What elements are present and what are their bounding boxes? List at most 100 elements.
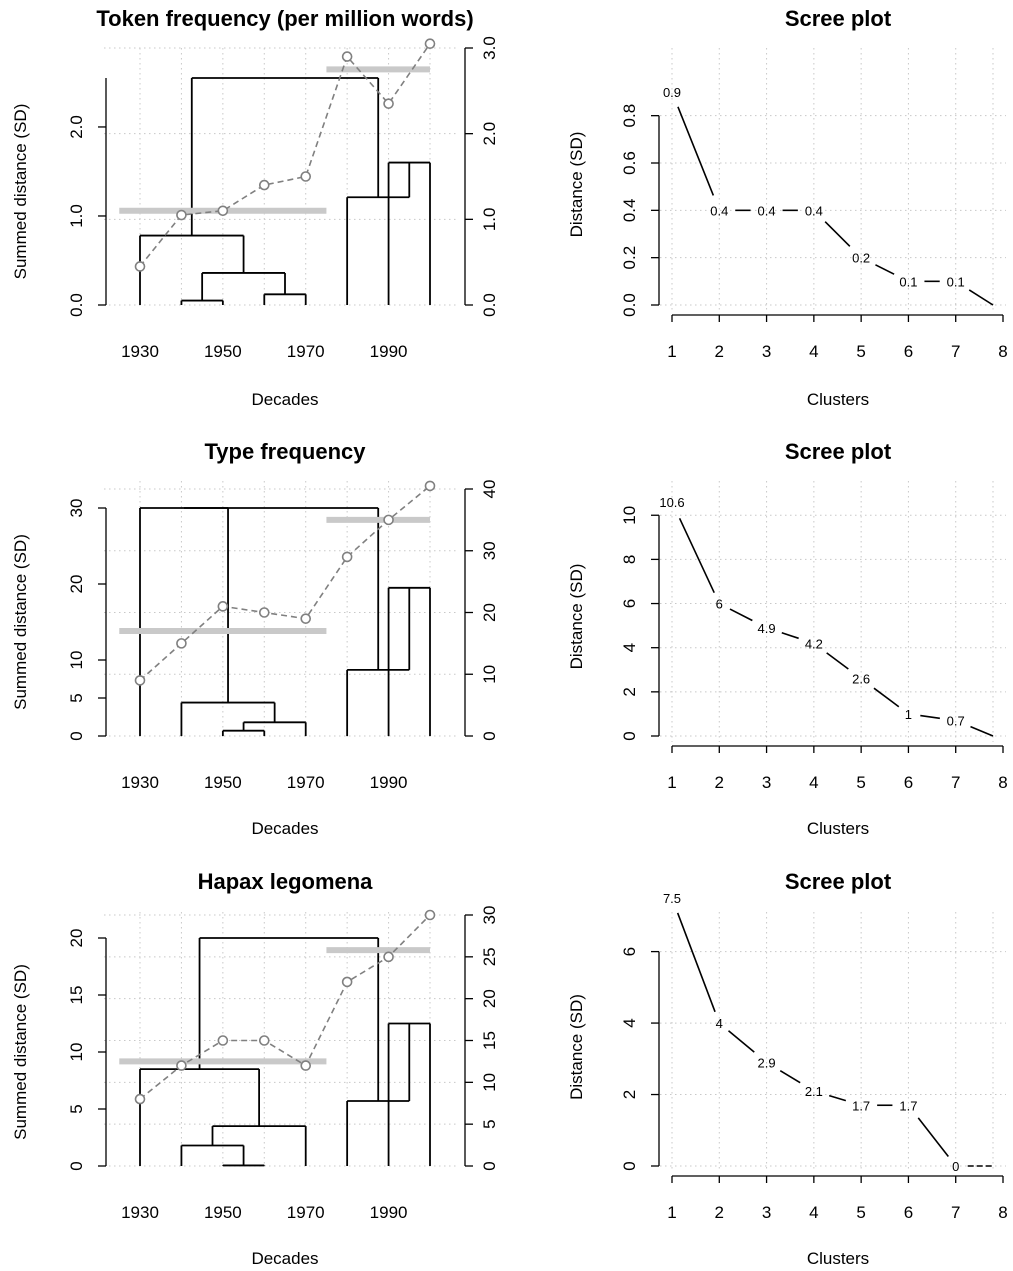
scree-segment — [779, 1069, 801, 1084]
x-tick-label: 1930 — [121, 342, 159, 361]
chart-title: Scree plot — [785, 869, 892, 894]
series-point — [383, 514, 394, 526]
y-tick-label: 0.6 — [620, 151, 639, 175]
series-point — [134, 1093, 146, 1105]
x-tick-label: 1970 — [287, 1203, 325, 1222]
x-axis-label: Clusters — [807, 819, 869, 838]
series-point — [217, 1035, 229, 1046]
x-tick-label: 1990 — [370, 1203, 408, 1222]
data-label: 1 — [905, 707, 912, 722]
y-tick-label-left: 15 — [67, 986, 86, 1005]
y-tick-label-left: 20 — [67, 575, 86, 594]
y-tick-label-right: 25 — [480, 947, 499, 966]
series-point — [176, 638, 187, 649]
series-point — [258, 179, 270, 191]
y-tick-label-right: 20 — [480, 989, 499, 1008]
x-tick-label: 1 — [667, 773, 676, 792]
y-tick-label-right: 1.0 — [480, 208, 499, 232]
data-label: 0 — [952, 1159, 959, 1174]
x-tick-label: 7 — [951, 342, 960, 361]
data-label: 0.1 — [947, 274, 965, 289]
scree-segment — [677, 106, 715, 196]
y-tick-label-left: 0 — [67, 731, 86, 740]
y-tick-label: 0.8 — [620, 104, 639, 128]
y-axis-label: Summed distance (SD) — [11, 534, 30, 710]
dendrogram-merge — [263, 293, 307, 305]
series-point — [424, 38, 436, 50]
x-tick-label: 1970 — [287, 342, 325, 361]
data-label: 4 — [716, 1016, 723, 1031]
data-label: 0.4 — [710, 203, 728, 218]
x-tick-label: 3 — [762, 1203, 771, 1222]
y-axis-label: Summed distance (SD) — [11, 964, 30, 1140]
scree-segment — [729, 608, 753, 622]
data-label: 0.7 — [947, 714, 965, 729]
y-tick-label: 0 — [620, 731, 639, 740]
chart-title: Hapax legomena — [198, 869, 374, 894]
series-point — [217, 205, 229, 217]
y-tick-label-right: 2.0 — [480, 122, 499, 146]
y-axis-label: Distance (SD) — [567, 564, 586, 670]
scree-segment — [968, 289, 994, 306]
scree-panel: Scree plot 0.0 0.2 0.4 0.6 0.8 Distance (SD) 1 2… — [567, 6, 1008, 409]
dendrogram-merge — [180, 299, 224, 305]
y-tick-label-left: 30 — [67, 499, 86, 518]
y-tick-label: 0 — [620, 1161, 639, 1170]
x-tick-label: 6 — [904, 342, 913, 361]
x-axis-label: Decades — [251, 819, 318, 838]
x-tick-label: 5 — [856, 1203, 865, 1222]
scree-segment — [970, 725, 994, 737]
y-tick-label-right: 20 — [480, 603, 499, 622]
data-label: 0.4 — [805, 203, 823, 218]
y-axis-label: Summed distance (SD) — [11, 104, 30, 280]
scree-segment — [920, 714, 940, 720]
data-label: 10.6 — [659, 495, 684, 510]
x-tick-label: 1990 — [370, 342, 408, 361]
series-line — [139, 914, 431, 1100]
chart-title: Scree plot — [785, 439, 892, 464]
series-point — [424, 909, 436, 921]
series-point — [134, 261, 146, 272]
series-point — [176, 209, 187, 221]
x-tick-label: 7 — [951, 773, 960, 792]
series-point — [424, 480, 436, 492]
dendrogram-panel: Type frequency 0 5 10 20 30 Summed distance (S… — [11, 439, 499, 838]
y-tick-label-right: 40 — [480, 480, 499, 499]
y-tick-label-right: 3.0 — [480, 36, 499, 60]
x-tick-label: 5 — [856, 773, 865, 792]
series-point — [258, 1035, 270, 1046]
series-line — [139, 485, 431, 682]
x-axis-label: Decades — [251, 390, 318, 409]
y-tick-label-right: 30 — [480, 541, 499, 560]
y-tick-label-left: 10 — [67, 651, 86, 670]
dendrogram-panel: Hapax legomena 0 5 10 15 20 Summed distance (S… — [11, 869, 499, 1268]
y-tick-label-left: 10 — [67, 1043, 86, 1062]
dendrogram-merge — [242, 721, 307, 736]
x-axis-label: Clusters — [807, 1249, 869, 1268]
x-tick-label: 4 — [809, 1203, 818, 1222]
x-tick-label: 1930 — [121, 773, 159, 792]
y-tick-label: 6 — [620, 599, 639, 608]
x-axis-label: Decades — [251, 1249, 318, 1268]
data-label: 2.1 — [805, 1084, 823, 1099]
y-tick-label-left: 20 — [67, 929, 86, 948]
series-point — [258, 607, 270, 618]
x-tick-label: 1950 — [204, 342, 242, 361]
scree-segment — [875, 264, 895, 275]
series-point — [383, 98, 394, 109]
scree-segment — [676, 912, 716, 1013]
data-label: 0.9 — [663, 85, 681, 100]
x-axis-label: Clusters — [807, 390, 869, 409]
x-tick-label: 3 — [762, 773, 771, 792]
y-tick-label-left: 2.0 — [67, 115, 86, 139]
y-tick-label-left: 0 — [67, 1161, 86, 1170]
y-tick-label: 2 — [620, 1090, 639, 1099]
y-tick-label-right: 15 — [480, 1031, 499, 1050]
series-point — [176, 1060, 187, 1071]
series-point — [383, 951, 394, 963]
y-tick-label-right: 10 — [480, 1073, 499, 1092]
series-point — [300, 171, 312, 182]
y-tick-label-left: 5 — [67, 1104, 86, 1113]
y-tick-label-left: 1.0 — [67, 204, 86, 228]
